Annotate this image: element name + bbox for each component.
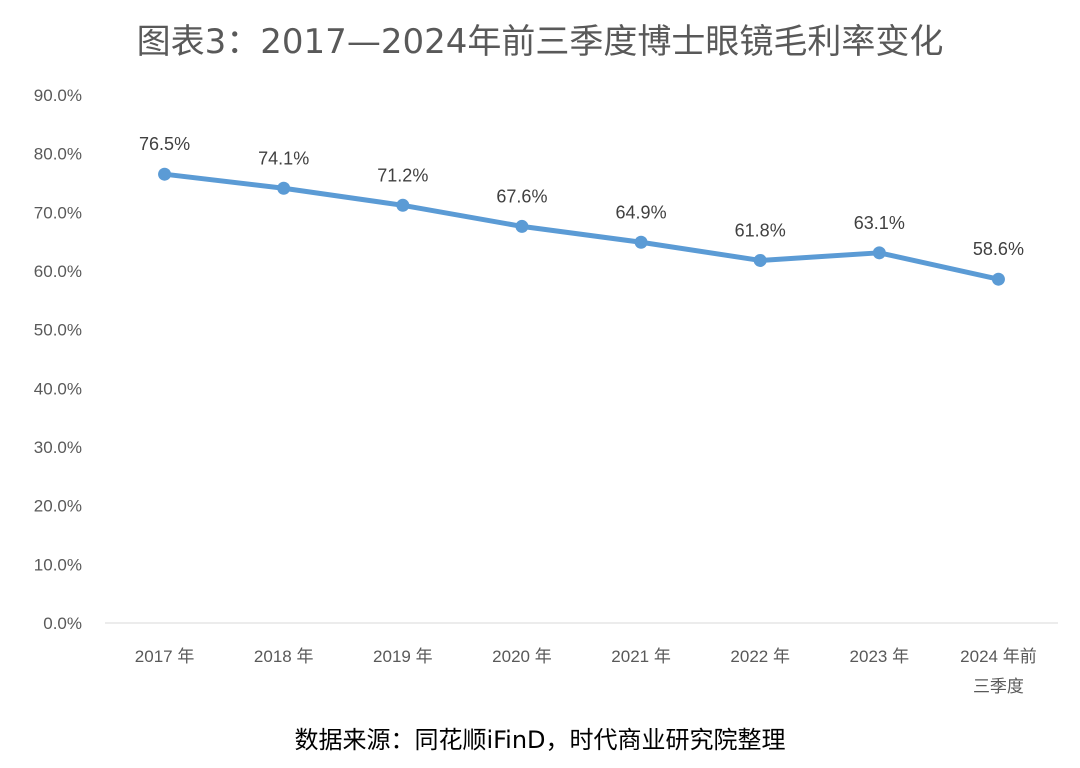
y-tick-label: 90.0% bbox=[34, 86, 82, 105]
data-point bbox=[872, 246, 886, 260]
x-tick-label: 2022 年 bbox=[730, 647, 790, 666]
y-tick-label: 0.0% bbox=[43, 614, 82, 633]
y-tick-label: 30.0% bbox=[34, 438, 82, 457]
x-tick-label: 三季度 bbox=[973, 677, 1024, 696]
y-tick-label: 70.0% bbox=[34, 203, 82, 222]
x-tick-label: 2018 年 bbox=[254, 647, 314, 666]
data-label: 74.1% bbox=[258, 148, 309, 168]
x-tick-label: 2017 年 bbox=[135, 647, 195, 666]
y-tick-label: 80.0% bbox=[34, 145, 82, 164]
y-tick-label: 20.0% bbox=[34, 497, 82, 516]
x-tick-label: 2020 年 bbox=[492, 647, 552, 666]
data-label: 71.2% bbox=[377, 165, 428, 185]
data-point bbox=[277, 181, 291, 195]
data-label: 63.1% bbox=[854, 213, 905, 233]
data-label: 58.6% bbox=[973, 239, 1024, 259]
data-point bbox=[396, 198, 410, 212]
data-label: 67.6% bbox=[496, 186, 547, 206]
series-line bbox=[164, 171, 999, 282]
data-point bbox=[634, 235, 648, 249]
y-tick-label: 60.0% bbox=[34, 262, 82, 281]
x-tick-label: 2023 年 bbox=[850, 647, 910, 666]
x-tick-label: 2024 年前 bbox=[960, 647, 1037, 666]
data-point bbox=[158, 167, 172, 181]
x-tick-label: 2021 年 bbox=[611, 647, 671, 666]
y-tick-label: 50.0% bbox=[34, 321, 82, 340]
data-label: 64.9% bbox=[616, 202, 667, 222]
data-label: 61.8% bbox=[735, 220, 786, 240]
data-point bbox=[515, 219, 529, 233]
y-tick-label: 40.0% bbox=[34, 379, 82, 398]
data-label: 76.5% bbox=[139, 134, 190, 154]
data-point bbox=[991, 272, 1005, 286]
y-tick-label: 10.0% bbox=[34, 555, 82, 574]
data-source-note: 数据来源：同花顺iFinD，时代商业研究院整理 bbox=[294, 726, 786, 754]
chart-title: 图表3：2017—2024年前三季度博士眼镜毛利率变化 bbox=[136, 22, 944, 62]
x-tick-label: 2019 年 bbox=[373, 647, 433, 666]
data-point bbox=[753, 253, 767, 267]
